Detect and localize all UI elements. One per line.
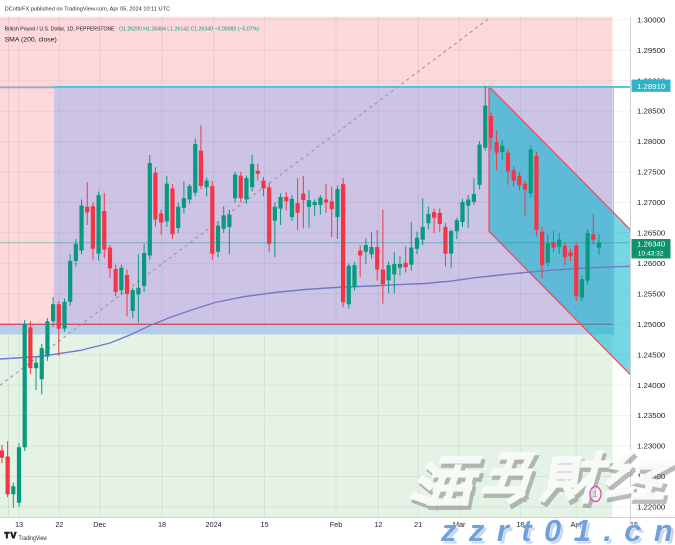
svg-text:15: 15	[630, 520, 638, 529]
svg-text:Apr: Apr	[571, 520, 583, 529]
svg-text:1.28910: 1.28910	[637, 82, 665, 91]
svg-text:British Pound / U.S. Dollar, 1: British Pound / U.S. Dollar, 1D, PEPPERS…	[5, 27, 115, 33]
svg-text:2024: 2024	[205, 520, 221, 529]
svg-text:O1.26290 H1.26484 L1.26142 C1.: O1.26290 H1.26484 L1.26142 C1.26340 −0.0…	[119, 27, 259, 33]
svg-text:1.28000: 1.28000	[637, 137, 665, 146]
svg-text:1.30000: 1.30000	[637, 15, 665, 24]
svg-text:18: 18	[516, 520, 524, 529]
svg-text:1.23000: 1.23000	[637, 442, 665, 451]
svg-text:13: 13	[15, 520, 23, 529]
svg-text:SMA (200, close): SMA (200, close)	[5, 37, 57, 44]
svg-text:22: 22	[55, 520, 63, 529]
svg-text:1.27000: 1.27000	[637, 198, 665, 207]
svg-text:Dec: Dec	[93, 520, 106, 529]
svg-text:1.26000: 1.26000	[637, 259, 665, 268]
svg-text:18: 18	[158, 520, 166, 529]
svg-text:21: 21	[414, 520, 422, 529]
svg-text:zzrt01.cn: zzrt01.cn	[440, 513, 675, 545]
svg-text:Mar: Mar	[453, 520, 466, 529]
svg-text:1: 1	[593, 490, 598, 499]
svg-text:1.29500: 1.29500	[637, 46, 665, 55]
svg-text:Feb: Feb	[330, 520, 343, 529]
svg-text:12: 12	[374, 520, 382, 529]
svg-text:1.25000: 1.25000	[637, 320, 665, 329]
svg-text:1.22000: 1.22000	[637, 503, 665, 512]
svg-text:1.27500: 1.27500	[637, 168, 665, 177]
svg-text:zzrt01.cn: zzrt01.cn	[443, 516, 675, 545]
svg-text:15: 15	[260, 520, 268, 529]
svg-text:1.28500: 1.28500	[637, 107, 665, 116]
svg-text:1.26340: 1.26340	[637, 240, 665, 249]
svg-text:1.26500: 1.26500	[637, 229, 665, 238]
svg-text:TradingView: TradingView	[19, 535, 48, 542]
svg-text:1.25500: 1.25500	[637, 289, 665, 298]
svg-text:1.23500: 1.23500	[637, 411, 665, 420]
svg-text:10:43:32: 10:43:32	[638, 251, 664, 258]
svg-text:1.24000: 1.24000	[637, 381, 665, 390]
svg-text:DCottirFX published on Trading: DCottirFX published on TradingView.com, …	[5, 7, 171, 13]
svg-text:1.24500: 1.24500	[637, 350, 665, 359]
